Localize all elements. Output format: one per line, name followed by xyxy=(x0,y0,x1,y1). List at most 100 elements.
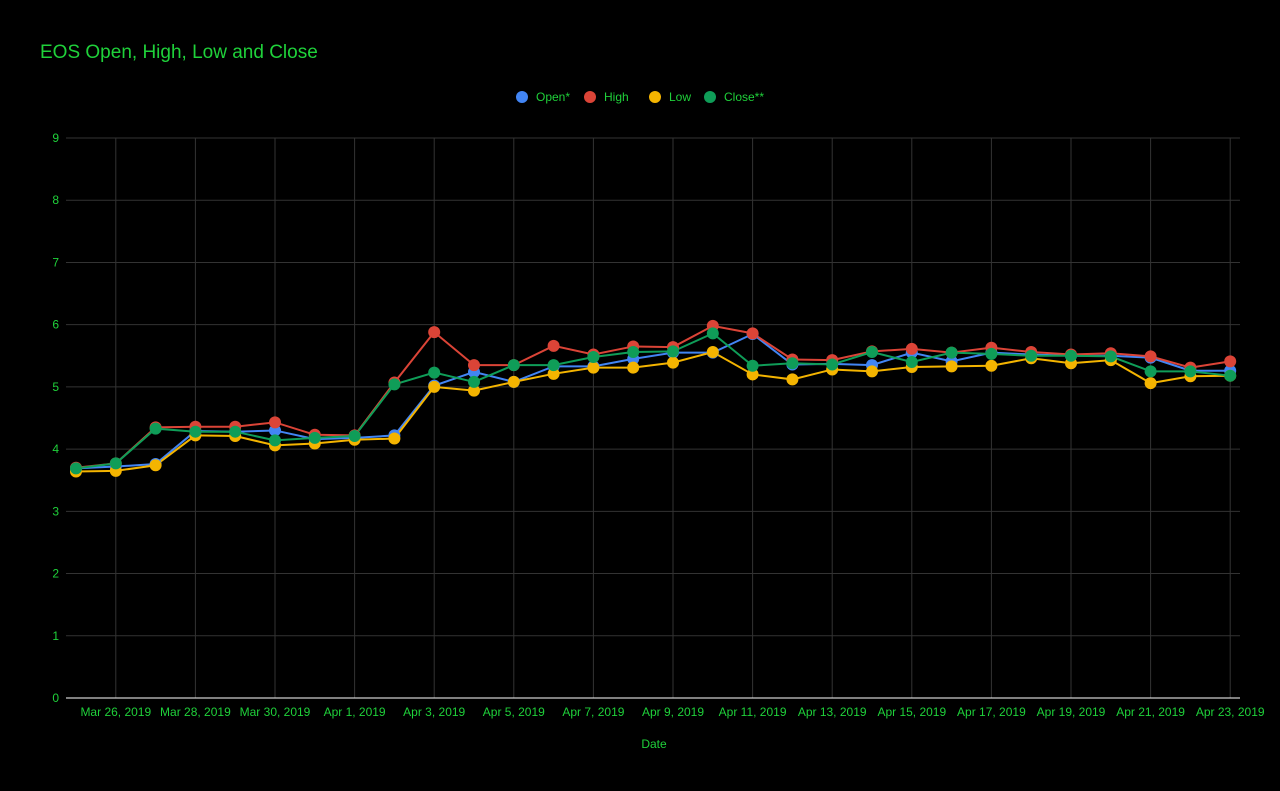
data-point xyxy=(468,384,480,397)
legend-item-3: Close** xyxy=(704,90,764,104)
data-point xyxy=(229,425,242,438)
data-point xyxy=(706,346,719,359)
y-tick-label: 2 xyxy=(52,567,59,581)
data-point xyxy=(388,378,401,391)
y-tick-label: 3 xyxy=(52,504,59,518)
data-point xyxy=(428,326,441,339)
legend-marker xyxy=(516,91,528,103)
legend: Open* High Low Close** xyxy=(516,90,764,104)
legend-item-1: High xyxy=(584,90,629,104)
x-tick-label: Apr 19, 2019 xyxy=(1037,705,1106,719)
data-point xyxy=(70,462,82,475)
data-point xyxy=(1144,365,1157,378)
series-1 xyxy=(75,324,1231,469)
y-tick-label: 6 xyxy=(52,318,59,332)
x-tick-label: Apr 15, 2019 xyxy=(877,705,946,719)
data-point xyxy=(468,359,480,372)
data-point xyxy=(905,342,918,355)
data-point xyxy=(269,416,281,429)
legend-marker xyxy=(649,91,661,103)
x-tick-label: Apr 5, 2019 xyxy=(483,705,545,719)
data-point xyxy=(1104,350,1117,363)
y-axis-ticks: 0 1 2 3 4 5 6 7 8 9 xyxy=(52,131,59,705)
data-point xyxy=(348,430,361,443)
data-point xyxy=(1025,349,1038,362)
data-point xyxy=(1224,355,1237,368)
data-point xyxy=(189,425,202,438)
data-point xyxy=(985,347,998,360)
data-point xyxy=(627,346,640,359)
x-tick-label: Apr 1, 2019 xyxy=(324,705,386,719)
data-point xyxy=(1144,377,1157,390)
x-tick-label: Mar 28, 2019 xyxy=(160,705,231,719)
legend-marker xyxy=(704,91,716,103)
x-tick-label: Apr 11, 2019 xyxy=(719,705,787,719)
x-tick-label: Apr 7, 2019 xyxy=(562,705,624,719)
data-point xyxy=(149,459,162,472)
legend-label: Low xyxy=(669,90,691,104)
data-point xyxy=(428,366,441,379)
data-point xyxy=(547,359,560,372)
data-point xyxy=(746,327,759,340)
data-point xyxy=(905,356,918,368)
data-point xyxy=(547,339,560,352)
data-point xyxy=(587,361,600,374)
series-0 xyxy=(75,332,1231,470)
data-point xyxy=(1065,349,1077,362)
data-point xyxy=(706,327,719,340)
x-tick-label: Apr 3, 2019 xyxy=(403,705,465,719)
data-point xyxy=(746,368,759,381)
x-tick-label: Apr 17, 2019 xyxy=(957,705,1026,719)
y-tick-label: 1 xyxy=(52,629,59,643)
legend-label: Close** xyxy=(724,90,764,104)
data-point xyxy=(866,346,878,359)
legend-marker xyxy=(584,91,596,103)
data-point xyxy=(667,345,679,358)
data-point xyxy=(507,375,520,388)
data-point xyxy=(428,380,441,393)
data-point xyxy=(627,361,640,374)
y-tick-label: 7 xyxy=(52,255,59,269)
series-points-3 xyxy=(70,327,1237,475)
x-tick-label: Mar 30, 2019 xyxy=(240,705,311,719)
data-point xyxy=(667,356,679,369)
data-point xyxy=(547,367,560,380)
data-point xyxy=(1144,350,1157,363)
y-tick-label: 5 xyxy=(52,380,59,394)
data-point xyxy=(587,351,600,364)
y-tick-label: 9 xyxy=(52,131,59,145)
data-point xyxy=(945,346,958,359)
x-tick-label: Mar 26, 2019 xyxy=(80,705,151,719)
data-point xyxy=(826,358,839,371)
x-tick-label: Apr 9, 2019 xyxy=(642,705,704,719)
data-point xyxy=(269,434,281,447)
data-point xyxy=(308,431,321,444)
data-point xyxy=(507,359,520,372)
series-2 xyxy=(75,350,1231,473)
series-line xyxy=(75,332,1231,470)
plot-area xyxy=(70,319,1237,478)
data-point xyxy=(786,373,799,386)
x-tick-label: Apr 13, 2019 xyxy=(798,705,867,719)
series-line xyxy=(75,324,1231,469)
data-point xyxy=(985,359,998,372)
series-3 xyxy=(75,332,1231,470)
data-point xyxy=(109,457,122,470)
series-line xyxy=(75,350,1231,473)
data-point xyxy=(866,365,878,378)
y-tick-label: 8 xyxy=(52,193,59,207)
data-point xyxy=(786,357,799,370)
x-tick-label: Apr 21, 2019 xyxy=(1116,705,1185,719)
chart-title: EOS Open, High, Low and Close xyxy=(40,42,318,63)
data-point xyxy=(388,432,401,445)
y-tick-label: 0 xyxy=(52,691,59,705)
data-point xyxy=(746,359,759,372)
data-point xyxy=(468,375,480,388)
x-axis-title: Date xyxy=(641,737,667,751)
x-tick-label: Apr 23, 2019 xyxy=(1196,705,1265,719)
legend-item-2: Low xyxy=(649,90,691,104)
data-point xyxy=(1184,365,1197,378)
data-point xyxy=(1224,369,1237,382)
